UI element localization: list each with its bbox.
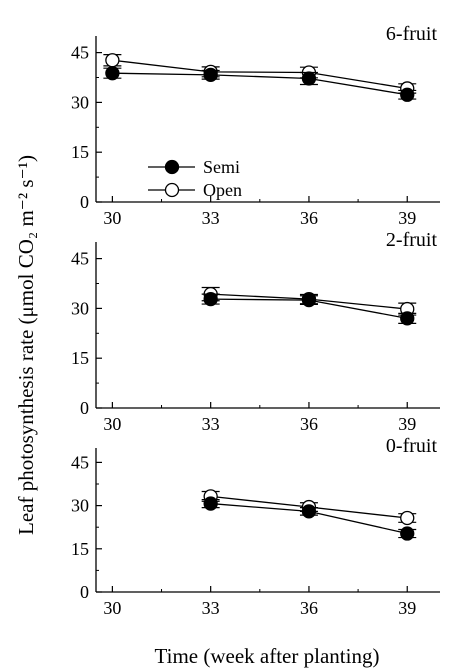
x-tick-label: 33 — [202, 414, 220, 434]
x-tick-label: 36 — [300, 598, 318, 618]
y-tick-label: 30 — [71, 92, 89, 112]
data-point-semi — [105, 66, 120, 81]
panel-label: 2-fruit — [386, 229, 438, 251]
data-point-semi — [400, 311, 415, 326]
panel-6-fruit: 0 15 30 45 30 33 36 39 6-fruit — [71, 23, 440, 228]
x-tick-label: 30 — [103, 598, 121, 618]
data-point-semi — [203, 496, 218, 511]
y-tick-label: 45 — [71, 452, 89, 472]
legend-label: Open — [203, 180, 242, 200]
data-point-semi — [203, 291, 218, 307]
legend-entry-semi: Semi — [148, 157, 240, 177]
x-tick-label: 36 — [300, 208, 318, 228]
data-point-semi — [400, 87, 415, 102]
data-point-semi — [301, 504, 317, 519]
x-tick-label: 36 — [300, 414, 318, 434]
x-tick-label: 39 — [398, 598, 416, 618]
data-point-semi — [301, 292, 317, 308]
y-tick-label: 45 — [71, 249, 89, 269]
y-tick-label: 0 — [80, 582, 89, 602]
data-point-open — [105, 53, 120, 68]
x-axis-title: Time (week after planting) — [155, 644, 380, 668]
series-line-semi — [112, 72, 408, 96]
y-axis-title: Leaf photosynthesis rate (μmol CO₂ m⁻² s… — [14, 155, 38, 535]
series-line-open — [112, 59, 408, 90]
y-tick-label: 30 — [71, 298, 89, 318]
data-point-open — [400, 510, 415, 526]
y-tick-label: 0 — [80, 398, 89, 418]
data-point-semi — [301, 71, 317, 86]
legend-marker — [164, 159, 180, 175]
y-tick-label: 15 — [71, 539, 89, 559]
x-tick-label: 33 — [202, 208, 220, 228]
y-tick-label: 15 — [71, 348, 89, 368]
y-tick-label: 30 — [71, 496, 89, 516]
panel-2-fruit: 0 15 30 45 30 33 36 39 2-fruit — [71, 229, 440, 434]
panel-label: 6-fruit — [386, 23, 438, 45]
legend-label: Semi — [203, 157, 240, 177]
x-tick-label: 33 — [202, 598, 220, 618]
x-tick-label: 30 — [103, 208, 121, 228]
x-tick-label: 39 — [398, 414, 416, 434]
y-tick-label: 15 — [71, 142, 89, 162]
data-point-semi — [203, 67, 218, 82]
y-tick-label: 0 — [80, 192, 89, 212]
panel-label: 0-fruit — [386, 435, 438, 457]
y-tick-label: 45 — [71, 43, 89, 63]
x-tick-label: 30 — [103, 414, 121, 434]
legend-marker — [164, 182, 180, 198]
panel-0-fruit: 0 15 30 45 30 33 36 39 0-fruit — [71, 435, 440, 618]
x-tick-label: 39 — [398, 208, 416, 228]
legend: Semi Open — [148, 157, 242, 200]
legend-entry-open: Open — [148, 180, 242, 200]
data-point-semi — [400, 526, 415, 541]
